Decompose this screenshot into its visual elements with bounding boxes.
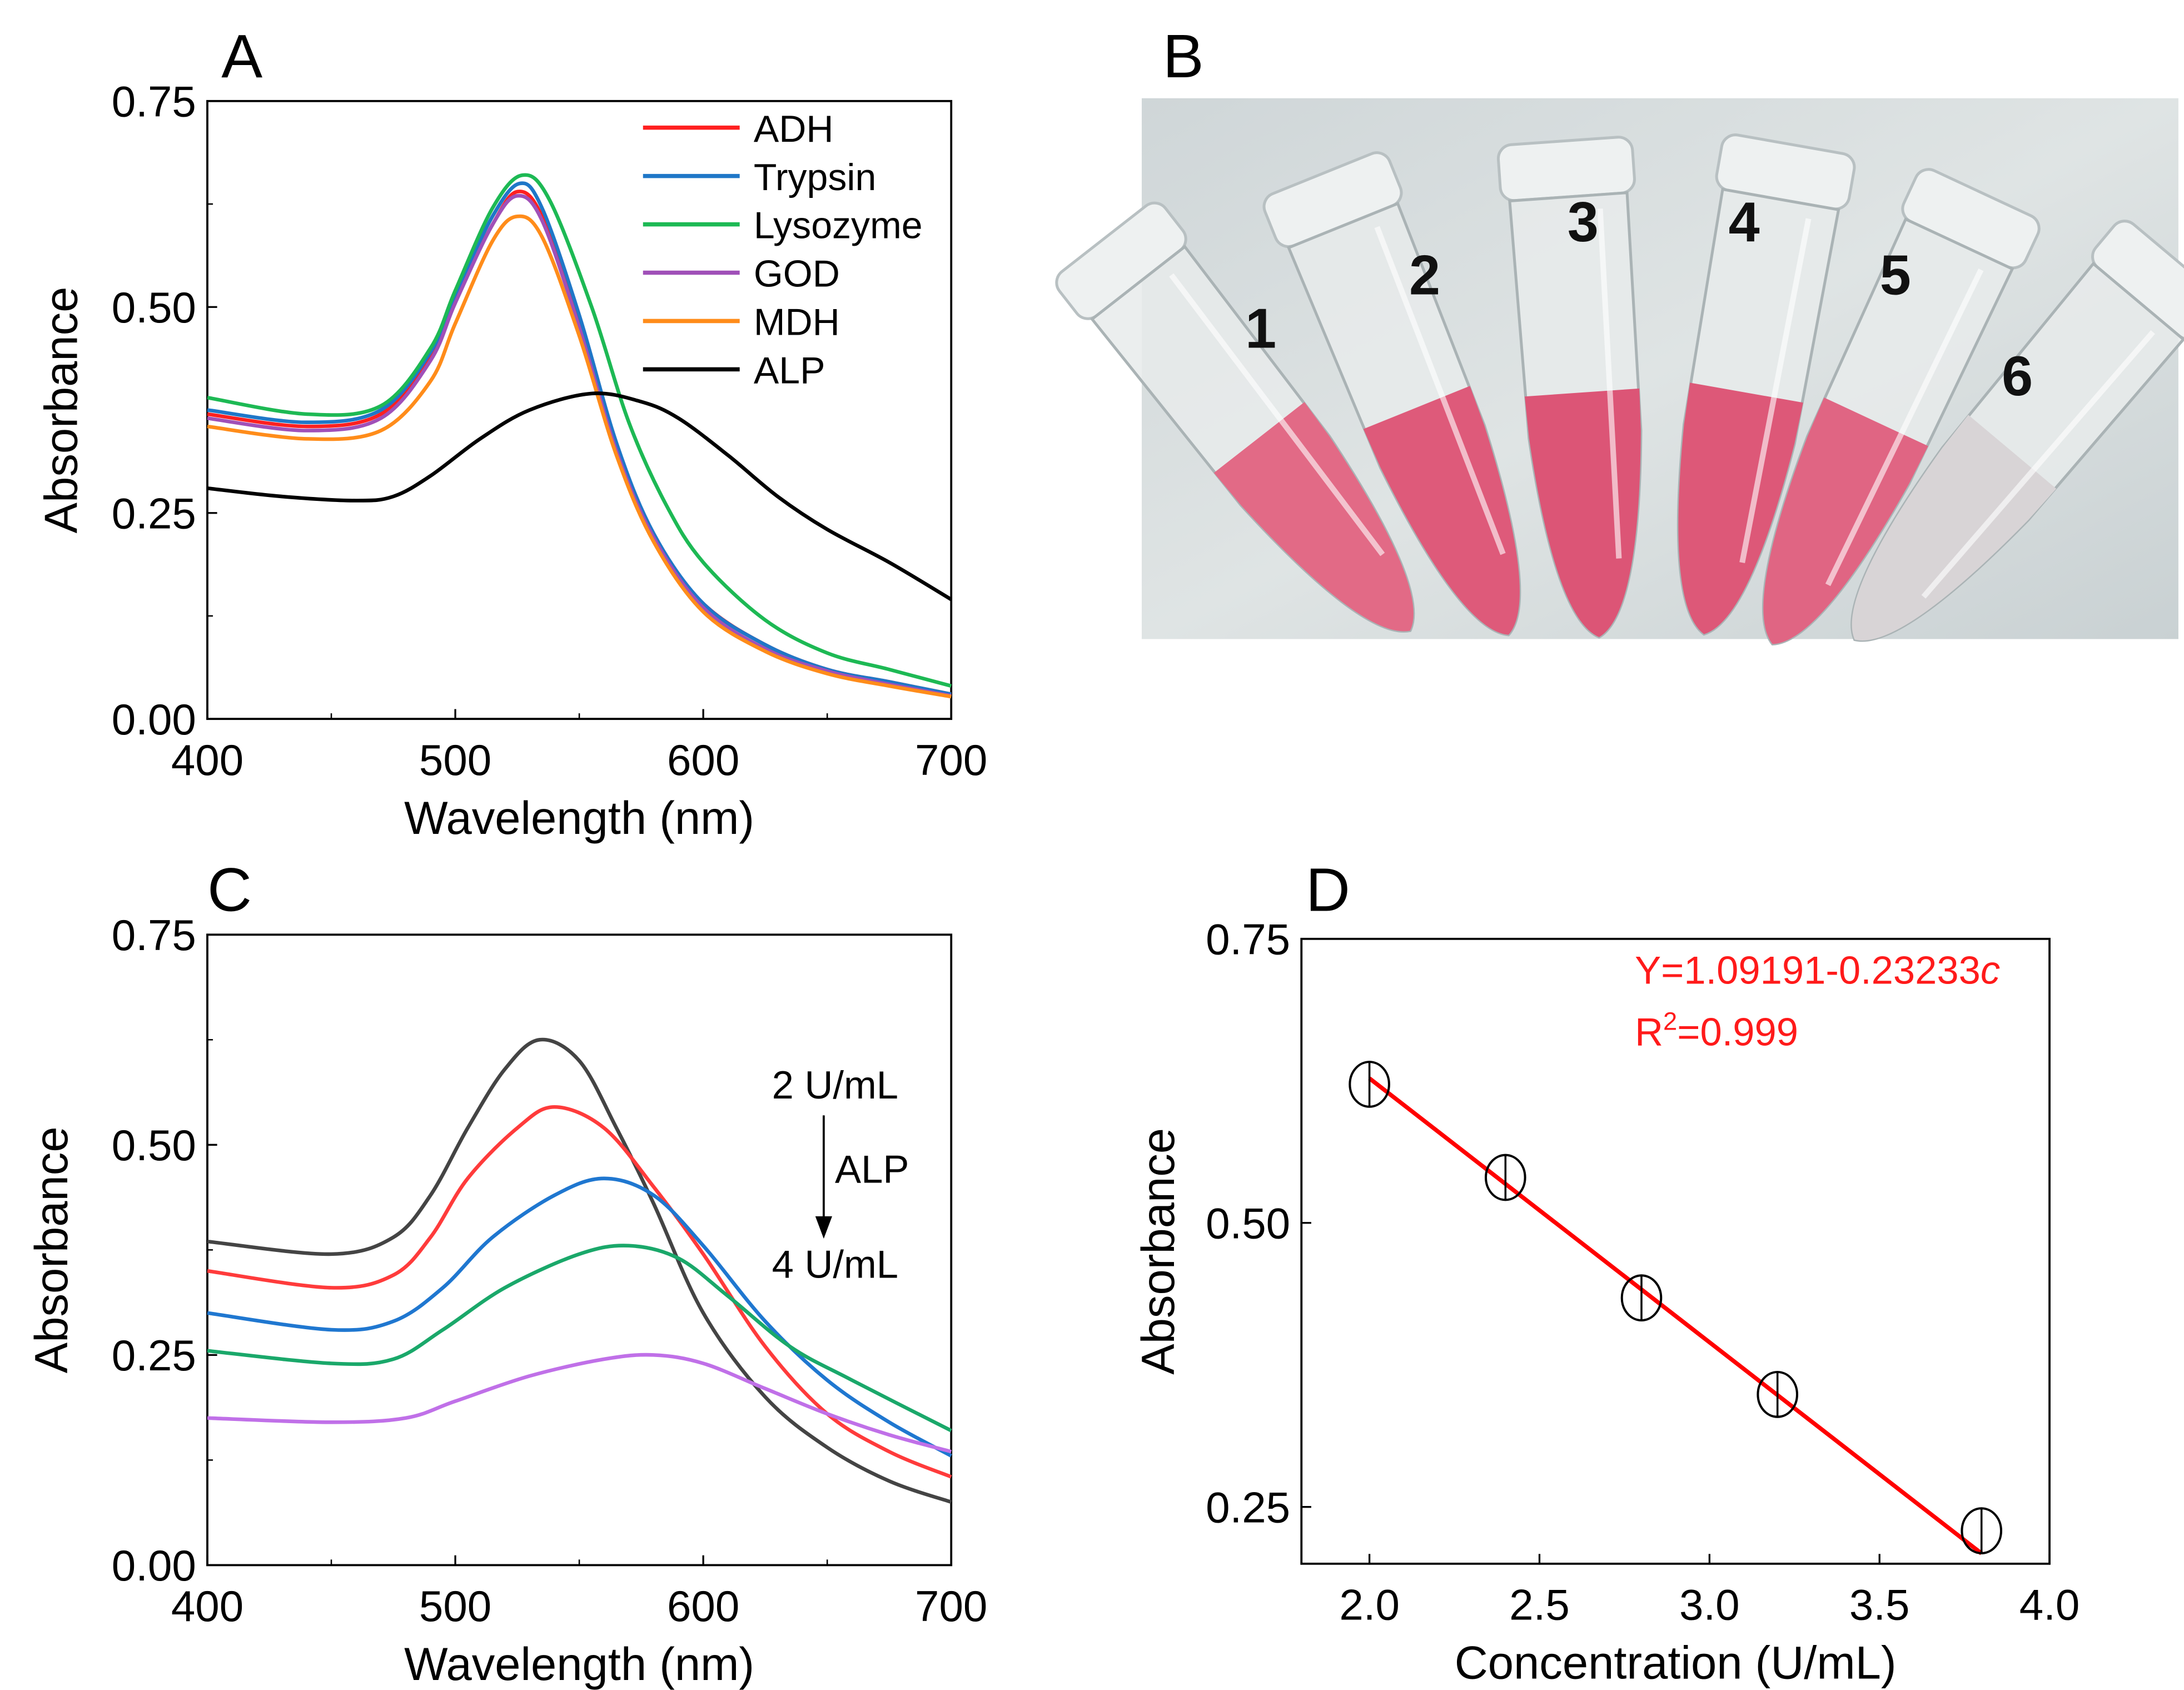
- tube-liquid: [1213, 402, 1414, 632]
- y-tick-label: 0.50: [1206, 1199, 1290, 1247]
- legend-label: Trypsin: [754, 156, 877, 198]
- spectrum-line-1: [207, 1037, 952, 1504]
- annotation-end: 4 U/mL: [772, 1242, 898, 1286]
- tube-2: [1262, 151, 1521, 637]
- x-tick-label: 2.0: [1339, 1580, 1400, 1629]
- spectrum-line-5: [207, 1353, 952, 1454]
- y-tick-label: 0.75: [112, 77, 196, 126]
- legend-label: MDH: [754, 301, 840, 344]
- y-axis-label: Absorbance: [26, 1126, 77, 1373]
- panel-c: 400 500 600 700 0.00 0.25 0.50 0.75 Wavelength (…: [26, 856, 987, 1690]
- spectrum-line-alp: [207, 391, 952, 602]
- spectrum-line-lysozyme: [207, 173, 952, 688]
- y-tick-label: 0.00: [112, 1541, 196, 1590]
- panel-a: 400 500 600 700 0.00 0.25 0.50 0.75 Wavelength (…: [36, 22, 988, 844]
- panel-d: 2.0 2.5 3.0 3.5 4.0 0.25 0.50 0.75 Concentration…: [1132, 856, 2079, 1688]
- tube-liquid: [1678, 382, 1803, 634]
- x-tick-label: 500: [419, 1582, 491, 1631]
- y-tick-label: 0.50: [112, 283, 196, 332]
- tube-highlight: [1825, 269, 1984, 586]
- tube-highlight: [1374, 226, 1506, 555]
- tube-6: [1850, 220, 2184, 642]
- tube-3: [1496, 136, 1643, 639]
- x-tick-label: 2.5: [1509, 1580, 1570, 1629]
- x-axis-label: Wavelength (nm): [404, 1638, 754, 1690]
- tube-liquid: [1363, 386, 1520, 635]
- panel-b: B 1 2 3 4 5 6: [1055, 22, 2184, 646]
- tube-number: 6: [2002, 345, 2033, 407]
- tube-highlight: [1169, 273, 1385, 556]
- arrow-head: [815, 1216, 833, 1239]
- spectrum-line-3: [207, 1176, 952, 1458]
- plot-frame: [1300, 937, 2051, 1565]
- tube-number: 5: [1880, 245, 1911, 307]
- y-tick-label: 0.75: [1206, 915, 1290, 964]
- spectrum-line-4: [207, 1244, 952, 1433]
- y-tick-label: 0.25: [1206, 1483, 1290, 1532]
- x-tick-label: 400: [171, 1582, 243, 1631]
- tube-liquid: [1852, 415, 2057, 640]
- legend-label: ADH: [754, 108, 834, 150]
- y-tick-label: 0.25: [112, 489, 196, 538]
- legend-label: Lysozyme: [754, 205, 923, 247]
- panel-label: C: [207, 856, 252, 924]
- spectrum-line-god: [207, 193, 952, 698]
- x-tick-label: 600: [667, 735, 739, 784]
- annotation-alp: ALP: [835, 1147, 909, 1191]
- x-axis-label: Wavelength (nm): [404, 792, 754, 844]
- y-axis-label: Absorbance: [1132, 1128, 1184, 1375]
- y-tick-label: 0.50: [112, 1121, 196, 1170]
- r-squared: R2=0.999: [1635, 1007, 1798, 1054]
- y-tick-label: 0.25: [112, 1331, 196, 1380]
- tube-number: 3: [1568, 191, 1599, 254]
- tube-number: 4: [1729, 191, 1760, 254]
- tube-1: [1055, 201, 1415, 633]
- y-tick-label: 0.00: [112, 695, 196, 744]
- x-tick-label: 700: [915, 735, 987, 784]
- panel-label: A: [221, 22, 262, 91]
- tube-highlight: [1597, 208, 1622, 559]
- tube-highlight: [1921, 330, 2155, 599]
- y-axis-label: Absorbance: [36, 287, 87, 534]
- x-tick-label: 400: [171, 735, 243, 784]
- tube-5: [1762, 168, 2041, 646]
- spectrum-line-mdh: [207, 214, 952, 699]
- panel-label: D: [1306, 856, 1350, 924]
- x-tick-label: 500: [419, 735, 491, 784]
- spectrum-line-trypsin: [207, 181, 952, 696]
- x-tick-label: 700: [915, 1582, 987, 1631]
- x-tick-label: 3.5: [1849, 1580, 1910, 1629]
- annotation-start: 2 U/mL: [772, 1063, 898, 1107]
- x-tick-label: 4.0: [2019, 1580, 2080, 1629]
- x-tick-label: 3.0: [1679, 1580, 1740, 1629]
- tube-number: 1: [1245, 297, 1276, 360]
- panel-label: B: [1163, 22, 1204, 91]
- tube-4: [1676, 133, 1856, 636]
- x-axis-label: Concentration (U/mL): [1455, 1637, 1897, 1689]
- tube-number: 2: [1409, 245, 1440, 307]
- tube-highlight: [1739, 218, 1812, 564]
- x-tick-label: 600: [667, 1582, 739, 1631]
- fit-line: [1368, 1076, 1983, 1555]
- legend-label: GOD: [754, 253, 840, 295]
- fit-equation: Y=1.09191-0.23233c: [1635, 948, 2000, 992]
- spectrum-line-2: [207, 1105, 952, 1479]
- legend-label: ALP: [754, 350, 825, 392]
- y-tick-label: 0.75: [112, 911, 196, 960]
- tube-cap: [1496, 136, 1636, 202]
